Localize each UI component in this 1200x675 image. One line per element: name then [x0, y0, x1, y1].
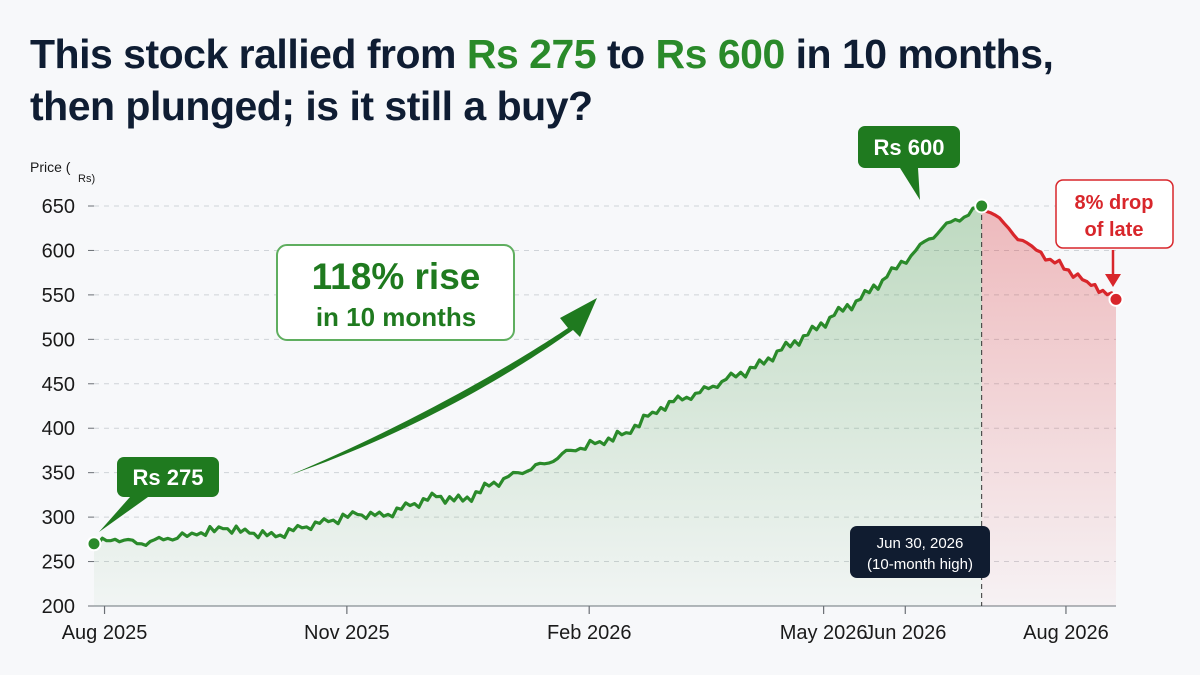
- y-axis-title-main: Price (: [30, 159, 71, 175]
- headline-text-3: in 10 months,: [784, 31, 1054, 77]
- peak-price-label-box: [858, 126, 960, 168]
- drop-callout-line2: of late: [1085, 219, 1144, 241]
- headline-text-1: This stock rallied from: [30, 31, 467, 77]
- rise-callout-box: [276, 244, 515, 341]
- peak-date-label-line2: (10-month high): [867, 556, 973, 573]
- x-tick-label: Aug 2026: [1023, 622, 1109, 644]
- start-price-label: Rs 275: [99, 457, 219, 532]
- latest-point-marker: [1108, 291, 1124, 307]
- headline-line-2: then plunged; is it still a buy?: [30, 83, 593, 129]
- peak-point-marker: [974, 198, 990, 214]
- y-axis-title-unit: Rs): [78, 173, 95, 185]
- drop-callout: 8% drop of late: [1055, 179, 1174, 287]
- start-price-label-text: Rs 275: [133, 465, 204, 490]
- drop-area: [981, 206, 1116, 606]
- y-tick-label: 450: [42, 374, 75, 396]
- down-arrow-icon: [1105, 274, 1121, 287]
- peak-date-label: Jun 30, 2026 (10-month high): [850, 526, 990, 578]
- headline-text-2: to: [596, 31, 656, 77]
- peak-price-label-pointer: [900, 168, 920, 200]
- y-tick-label: 500: [42, 329, 75, 351]
- headline-from-value: Rs 275: [466, 31, 597, 77]
- rise-callout-period: in 10 months: [316, 302, 476, 332]
- peak-price-label-text: Rs 600: [874, 135, 945, 160]
- y-tick-label: 550: [42, 285, 75, 307]
- y-tick-label: 200: [42, 596, 75, 618]
- y-axis-ticks: 650 600 550 500 450 400 350 300 250 200: [42, 196, 94, 618]
- peak-date-label-box: [850, 526, 990, 578]
- drop-series-line: [980, 204, 1118, 301]
- start-price-label-box: [117, 457, 219, 497]
- y-axis-title: Price ( Rs): [30, 159, 95, 185]
- drop-callout-box: [1055, 179, 1174, 249]
- rise-callout-percent: 118% rise: [312, 256, 481, 297]
- peak-date-label-line1: Jun 30, 2026: [877, 535, 964, 552]
- start-price-label-pointer: [99, 497, 148, 532]
- rise-callout: 118% rise in 10 months: [276, 244, 515, 341]
- x-tick-label: Feb 2026: [547, 622, 632, 644]
- data-point-markers: [86, 198, 1124, 552]
- trend-arrow-icon: [290, 298, 597, 475]
- rise-series-line: [93, 204, 983, 548]
- start-point-marker: [86, 536, 102, 552]
- y-tick-label: 300: [42, 507, 75, 529]
- x-tick-label: Jun 2026: [864, 622, 946, 644]
- y-tick-label: 400: [42, 418, 75, 440]
- y-tick-label: 250: [42, 552, 75, 574]
- y-tick-label: 650: [42, 196, 75, 218]
- drop-callout-line1: 8% drop: [1075, 192, 1154, 214]
- headline-to-value: Rs 600: [655, 31, 786, 77]
- headline: This stock rallied from Rs 275 to Rs 600…: [30, 28, 1180, 132]
- rise-area: [94, 206, 982, 606]
- x-tick-label: Aug 2025: [62, 622, 148, 644]
- y-tick-label: 350: [42, 463, 75, 485]
- peak-price-label: Rs 600: [858, 126, 960, 200]
- y-tick-label: 600: [42, 240, 75, 262]
- x-tick-label: Nov 2025: [304, 622, 390, 644]
- x-tick-label: May 2026: [780, 622, 868, 644]
